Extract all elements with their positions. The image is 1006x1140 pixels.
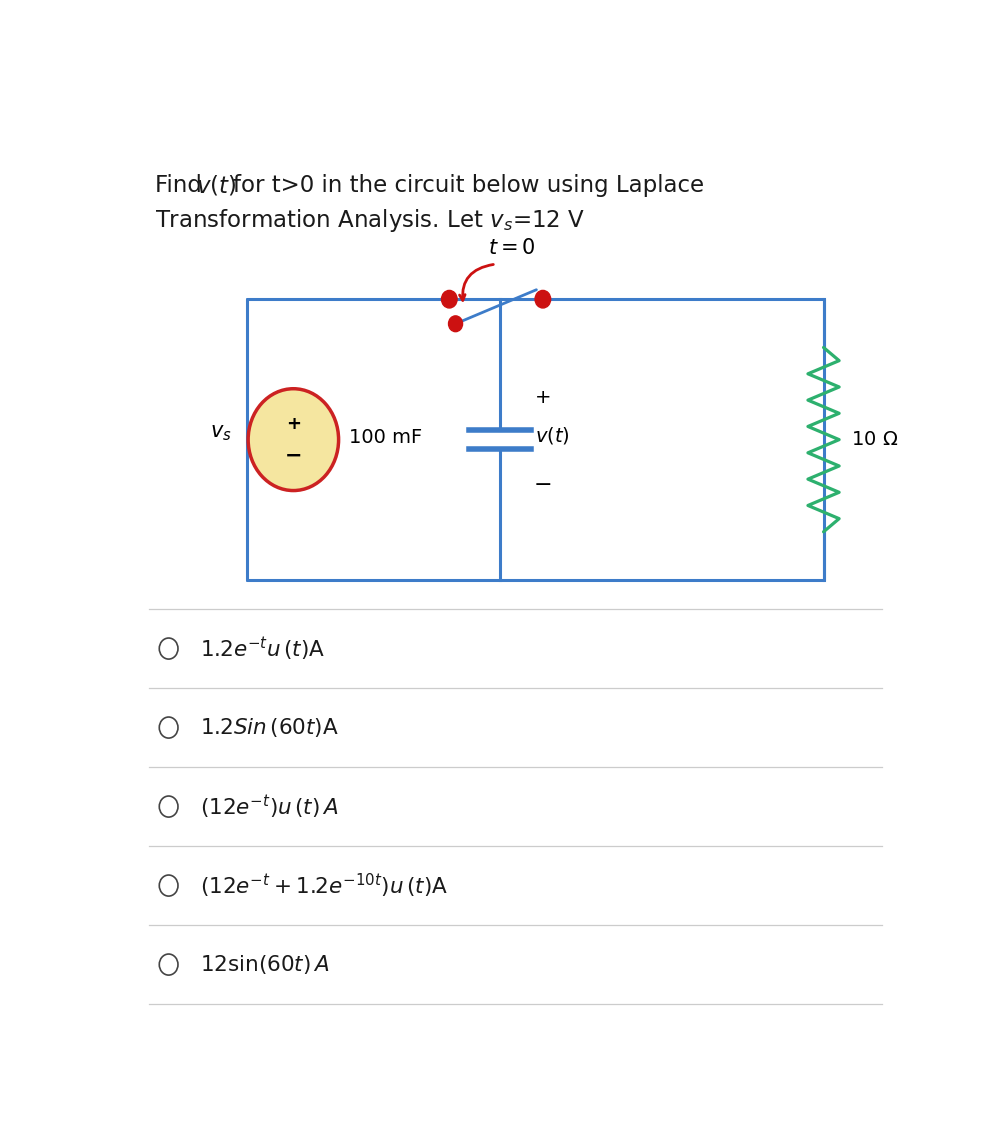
Circle shape: [535, 291, 550, 308]
Text: $12\sin(60t)\,A$: $12\sin(60t)\,A$: [200, 953, 329, 976]
Text: 10 $\Omega$: 10 $\Omega$: [851, 430, 898, 449]
Circle shape: [442, 291, 457, 308]
Text: $1.2\mathit{Sin}\,(60t)\mathrm{A}$: $1.2\mathit{Sin}\,(60t)\mathrm{A}$: [200, 716, 339, 739]
Text: $\left(12e^{-t}\right)u\,(t)\,A$: $\left(12e^{-t}\right)u\,(t)\,A$: [200, 792, 338, 821]
Text: $v_s$: $v_s$: [210, 423, 231, 442]
Text: $v(t)$: $v(t)$: [196, 173, 236, 197]
Text: for t>0 in the circuit below using Laplace: for t>0 in the circuit below using Lapla…: [233, 173, 704, 196]
Text: $t=0$: $t=0$: [488, 238, 535, 259]
Text: +: +: [534, 388, 551, 407]
Text: −: −: [533, 475, 552, 495]
Text: 100 mF: 100 mF: [349, 428, 422, 447]
Text: $1.2e^{-t}u\,(t)\mathrm{A}$: $1.2e^{-t}u\,(t)\mathrm{A}$: [200, 635, 325, 662]
Text: +: +: [286, 415, 301, 433]
Circle shape: [248, 389, 339, 490]
Text: $v(t)$: $v(t)$: [535, 425, 569, 446]
Text: Transformation Analysis. Let $v_s$=12 V: Transformation Analysis. Let $v_s$=12 V: [155, 206, 585, 234]
Text: Find: Find: [155, 173, 209, 196]
Circle shape: [449, 316, 463, 332]
Text: $\left(12e^{-t}+1.2e^{-10t}\right)u\,(t)\mathrm{A}$: $\left(12e^{-t}+1.2e^{-10t}\right)u\,(t)…: [200, 871, 448, 899]
Text: −: −: [285, 446, 302, 465]
